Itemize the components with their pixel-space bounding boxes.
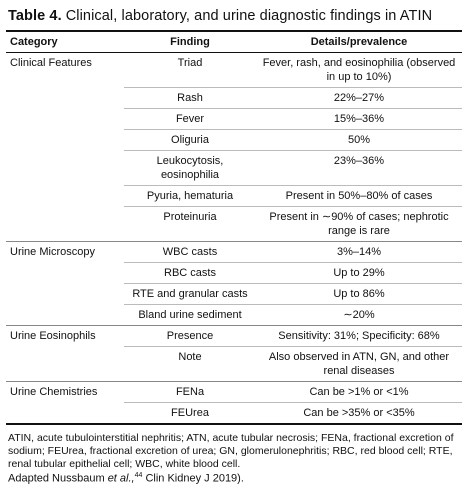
- category-cell: [6, 347, 124, 382]
- category-cell: [6, 305, 124, 326]
- category-cell: [6, 88, 124, 109]
- finding-cell: Leukocytosis, eosinophilia: [124, 150, 256, 186]
- title-text: Clinical, laboratory, and urine diagnost…: [65, 8, 433, 24]
- table-row: Urine Eosinophils Presence Sensitivity: 31…: [6, 325, 462, 347]
- finding-cell: Rash: [124, 87, 256, 109]
- details-cell: 50%: [256, 129, 462, 151]
- details-cell: Present in ∼90% of cases; nephrotic rang…: [256, 206, 462, 242]
- column-header: Category: [6, 31, 124, 53]
- finding-cell: RBC casts: [124, 262, 256, 284]
- table-row: Proteinuria Present in ∼90% of cases; nep…: [6, 206, 462, 242]
- finding-cell: Bland urine sediment: [124, 304, 256, 326]
- citation-ref: 44: [134, 472, 143, 479]
- table-row: Fever 15%–36%: [6, 108, 462, 130]
- details-cell: Fever, rash, and eosinophilia (observed …: [262, 57, 456, 83]
- table-label: Table 4.: [8, 8, 62, 24]
- table-row: RBC casts Up to 29%: [6, 262, 462, 284]
- table-row: FEUrea Can be >35% or <35%: [6, 402, 462, 425]
- citation-suffix: Clin Kidney J 2019).: [145, 472, 244, 485]
- citation: Adapted Nussbaum et al.,44 Clin Kidney J…: [8, 472, 460, 485]
- column-header: Finding: [124, 31, 256, 53]
- header-row: Category Finding Details/prevalence: [6, 31, 462, 53]
- category-cell: Urine Eosinophils: [6, 325, 124, 347]
- details-cell: 3%–14%: [256, 241, 462, 263]
- table-row: Urine Microscopy WBC casts 3%–14%: [6, 241, 462, 263]
- finding-cell: Fever: [124, 108, 256, 130]
- table-row: Clinical Features Triad Fever, rash, and e…: [6, 53, 462, 88]
- category-cell: Clinical Features: [10, 57, 92, 69]
- details-cell: 22%–27%: [256, 87, 462, 109]
- category-cell: [6, 403, 124, 425]
- category-cell: [6, 130, 124, 151]
- details-cell: Can be >35% or <35%: [256, 402, 462, 424]
- table-row: Pyuria, hematuria Present in 50%–80% of c…: [6, 185, 462, 207]
- category-cell: [6, 207, 124, 242]
- finding-cell: Oliguria: [124, 129, 256, 151]
- category-cell: Urine Chemistries: [6, 381, 124, 403]
- table-title: Table 4. Clinical, laboratory, and urine …: [6, 8, 462, 24]
- table-row: RTE and granular casts Up to 86%: [6, 283, 462, 305]
- document: Table 4. Clinical, laboratory, and urine …: [6, 8, 462, 485]
- category-cell: [6, 151, 124, 186]
- finding-cell: Note: [124, 346, 256, 382]
- finding-cell: Pyuria, hematuria: [124, 185, 256, 207]
- details-cell: 15%–36%: [256, 108, 462, 130]
- footnote: ATIN, acute tubulointerstitial nephritis…: [8, 432, 454, 470]
- table-row: Urine Chemistries FENa Can be >1% or <1%: [6, 381, 462, 403]
- category-cell: [6, 109, 124, 130]
- citation-prefix: Adapted Nussbaum: [8, 472, 105, 485]
- details-cell: ∼20%: [256, 304, 462, 326]
- finding-cell: FEUrea: [124, 402, 256, 424]
- details-cell: Up to 29%: [256, 262, 462, 284]
- category-cell: Urine Microscopy: [6, 241, 124, 263]
- finding-cell: WBC casts: [124, 241, 256, 263]
- details-cell: 23%–36%: [256, 150, 462, 186]
- findings-table: Category Finding Details/prevalence Clin…: [6, 30, 462, 425]
- category-cell: [6, 263, 124, 284]
- finding-cell: FENa: [124, 381, 256, 403]
- table-row: Rash 22%–27%: [6, 87, 462, 109]
- finding-cell: Proteinuria: [124, 206, 256, 242]
- details-cell: Can be >1% or <1%: [256, 381, 462, 403]
- finding-cell: Triad: [177, 57, 203, 69]
- category-cell: [6, 186, 124, 207]
- details-cell: Up to 86%: [256, 283, 462, 305]
- table-row: Leukocytosis, eosinophilia 23%–36%: [6, 150, 462, 186]
- table-row: Bland urine sediment ∼20%: [6, 304, 462, 326]
- details-cell: Also observed in ATN, GN, and other rena…: [256, 346, 462, 382]
- category-cell: [6, 284, 124, 305]
- column-header: Details/prevalence: [256, 31, 462, 53]
- finding-cell: Presence: [124, 325, 256, 347]
- details-cell: Present in 50%–80% of cases: [256, 185, 462, 207]
- finding-cell: RTE and granular casts: [124, 283, 256, 305]
- table-row: Note Also observed in ATN, GN, and other …: [6, 346, 462, 382]
- details-cell: Sensitivity: 31%; Specificity: 68%: [256, 325, 462, 347]
- table-body: Clinical Features Triad Fever, rash, and e…: [6, 53, 462, 425]
- citation-emphasis: et al.,: [107, 472, 135, 485]
- table-row: Oliguria 50%: [6, 129, 462, 151]
